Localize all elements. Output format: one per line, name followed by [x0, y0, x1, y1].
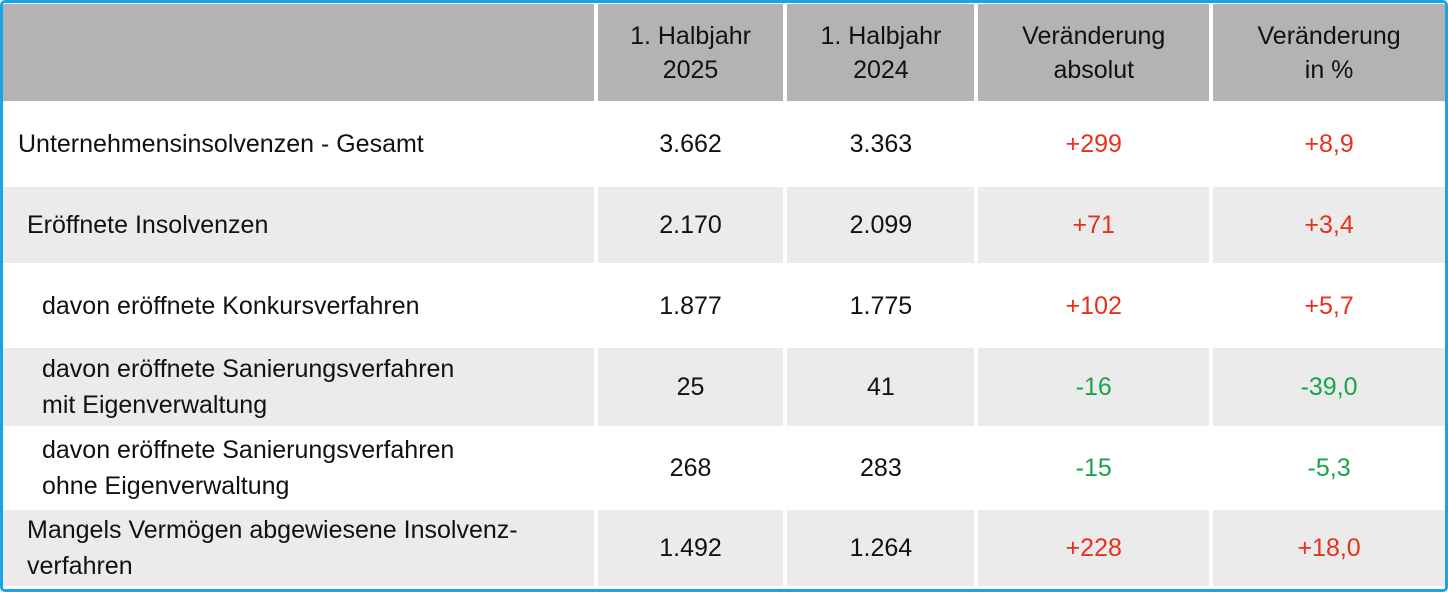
row-label: Eröffnete Insolvenzen [3, 187, 594, 263]
row-label-text: Mangels Vermögen abgewiesene Insolvenz- [27, 516, 518, 544]
header-text: Veränderung [1022, 21, 1166, 50]
header-row: 1. Halbjahr 2025 1. Halbjahr 2024 Veränder… [3, 3, 1445, 101]
value-text: 268 [669, 454, 712, 482]
value-cell: +228 [978, 510, 1210, 586]
value-text: 25 [676, 373, 705, 401]
value-text: 2.099 [849, 211, 913, 239]
value-cell: 283 [787, 426, 974, 510]
value-text: 1.877 [659, 291, 722, 320]
value-cell: 2.170 [597, 187, 784, 263]
value-text: 1.264 [849, 534, 913, 562]
header-text: 2024 [853, 55, 909, 84]
row-label: davon eröffnete Sanierungsverfahren ohne … [3, 426, 594, 510]
table-row: davon eröffnete Sanierungsverfahren mit E… [3, 348, 1445, 426]
row-label-text: ohne Eigenverwaltung [42, 472, 290, 500]
value-cell: -39,0 [1213, 348, 1445, 426]
table-row: Eröffnete Insolvenzen 2.170 2.099 +71 +3,4 [3, 187, 1445, 263]
row-label-text: davon eröffnete Konkursverfahren [42, 291, 420, 320]
value-cell: -16 [978, 348, 1210, 426]
header-cell: Veränderung absolut [978, 4, 1210, 101]
header-cell [3, 4, 594, 101]
value-cell: 25 [597, 348, 784, 426]
row-label-text: davon eröffnete Sanierungsverfahren [42, 355, 455, 383]
table-row: davon eröffnete Sanierungsverfahren ohne … [3, 426, 1445, 510]
value-text: -16 [1075, 373, 1112, 401]
row-label-text: davon eröffnete Sanierungsverfahren [42, 436, 455, 464]
value-cell: +8,9 [1213, 101, 1445, 187]
header-cell: Veränderung in % [1213, 4, 1445, 101]
header-text: 2025 [662, 55, 719, 84]
value-cell: +3,4 [1213, 187, 1445, 263]
row-label-text: Eröffnete Insolvenzen [27, 211, 269, 239]
value-cell: +102 [978, 263, 1209, 348]
value-cell: +5,7 [1213, 263, 1445, 348]
value-text: +18,0 [1297, 534, 1361, 562]
value-text: 41 [866, 373, 895, 401]
row-label: Mangels Vermögen abgewiesene Insolvenz-v… [3, 510, 594, 586]
value-text: 3.363 [849, 130, 913, 158]
value-cell: 1.877 [598, 263, 784, 348]
row-label: Unternehmensinsolvenzen - Gesamt [3, 101, 594, 187]
value-text: 283 [860, 454, 902, 482]
value-cell: 3.662 [598, 101, 784, 187]
value-text: +228 [1065, 534, 1122, 562]
value-text: 3.662 [659, 130, 722, 158]
value-cell: +18,0 [1213, 510, 1445, 586]
value-text: -15 [1075, 454, 1112, 482]
value-cell: -5,3 [1213, 426, 1445, 510]
table-body: Unternehmensinsolvenzen - Gesamt 3.662 3.3… [3, 101, 1445, 586]
header-text: 1. Halbjahr [630, 21, 751, 50]
header-text: 1. Halbjahr [820, 21, 942, 50]
value-cell: 1.775 [787, 263, 974, 348]
header-cell: 1. Halbjahr 2024 [787, 4, 975, 101]
row-label: davon eröffnete Sanierungsverfahren mit E… [3, 348, 594, 426]
value-text: 1.492 [659, 534, 722, 562]
value-cell: 2.099 [787, 187, 975, 263]
value-text: +3,4 [1304, 211, 1354, 239]
value-text: +5,7 [1304, 291, 1354, 320]
value-text: +71 [1072, 211, 1115, 239]
table-row: Mangels Vermögen abgewiesene Insolvenz-v… [3, 510, 1445, 586]
row-label-text: Unternehmensinsolvenzen - Gesamt [18, 130, 424, 158]
row-label-text: verfahren [27, 552, 133, 580]
header-text: Veränderung [1257, 21, 1401, 50]
value-text: 2.170 [659, 211, 722, 239]
value-text: +299 [1065, 130, 1122, 158]
value-text: 1.775 [849, 291, 913, 320]
header-text: in % [1304, 55, 1354, 84]
row-label-text: mit Eigenverwaltung [42, 391, 268, 419]
value-text: -39,0 [1300, 373, 1358, 401]
value-text: -5,3 [1307, 454, 1351, 482]
value-cell: 3.363 [787, 101, 974, 187]
header-text: absolut [1053, 55, 1135, 84]
header-cell: 1. Halbjahr 2025 [597, 4, 784, 101]
row-label: davon eröffnete Konkursverfahren [3, 263, 594, 348]
value-text: +8,9 [1304, 130, 1354, 158]
value-cell: 1.264 [787, 510, 975, 586]
value-cell: 1.492 [597, 510, 784, 586]
value-cell: +299 [978, 101, 1209, 187]
value-cell: 41 [787, 348, 975, 426]
value-cell: -15 [978, 426, 1209, 510]
value-text: +102 [1065, 291, 1122, 320]
table-row: Unternehmensinsolvenzen - Gesamt 3.662 3.3… [3, 101, 1445, 187]
value-cell: 268 [598, 426, 784, 510]
value-cell: +71 [978, 187, 1210, 263]
table-row: davon eröffnete Konkursverfahren 1.877 1.7… [3, 263, 1445, 348]
